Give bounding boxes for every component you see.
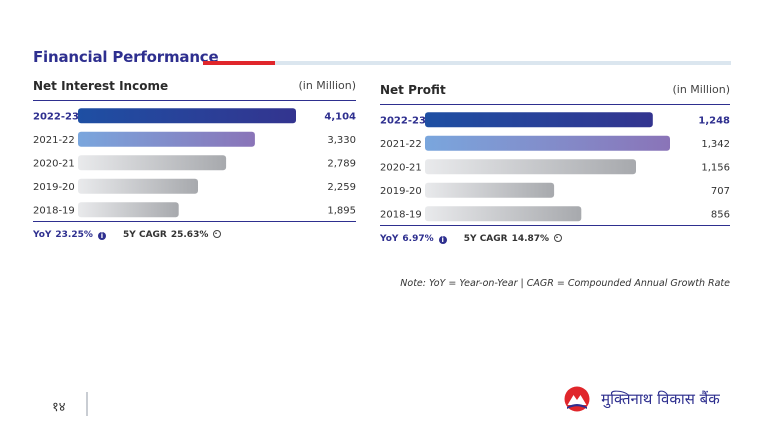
np-header-rule [380, 104, 730, 105]
nii-category-label: 2022-23 [33, 111, 79, 122]
nii-value-label: 4,104 [324, 111, 356, 122]
nii-value-label: 2,789 [327, 158, 356, 169]
np-bar [425, 135, 670, 151]
title-underline-rule [275, 61, 731, 65]
np-cagr-value: 14.87% [511, 234, 550, 244]
np-stats: YoY 6.97% i 5Y CAGR 14.87% [380, 234, 563, 244]
nii-title: Net Interest Income [33, 79, 169, 93]
nii-value-label: 2,259 [327, 182, 356, 193]
nii-unit: (in Million) [298, 79, 356, 92]
nii-header-rule [33, 100, 356, 101]
np-bar [425, 112, 653, 128]
np-title: Net Profit [380, 83, 446, 97]
np-category-label: 2018-19 [380, 209, 422, 220]
np-category-label: 2022-23 [380, 115, 426, 126]
np-footer-rule [380, 225, 730, 226]
page-number: १४ [52, 400, 66, 415]
nii-bar [78, 155, 227, 171]
page-title: Financial Performance [33, 48, 219, 66]
np-value-label: 1,156 [701, 162, 730, 173]
np-unit: (in Million) [672, 83, 730, 96]
np-bar-chart: 2022-23 1,248 2021-22 1,342 2020-21 1,156 2019… [380, 112, 730, 222]
nii-bar [78, 108, 296, 124]
info-icon: i [97, 232, 106, 240]
nii-bar [78, 178, 198, 194]
nii-bar [78, 131, 255, 147]
page-number-divider [86, 392, 88, 416]
np-yoy-label: YoY [380, 234, 399, 244]
up-arrow-icon [554, 234, 563, 242]
nii-stats: YoY 23.25% i 5Y CAGR 25.63% [33, 230, 222, 240]
brand-name: मुक्तिनाथ विकास बैंक [601, 390, 720, 408]
nii-bar-chart: 2022-23 4,104 2021-22 3,330 2020-21 2,789 2019… [33, 108, 356, 218]
nii-cagr-value: 25.63% [170, 230, 209, 240]
nii-category-label: 2021-22 [33, 135, 75, 146]
footnote: Note: YoY = Year-on-Year | CAGR = Compou… [400, 278, 730, 289]
np-panel-header: Net Profit (in Million) [380, 83, 730, 103]
np-panel: Net Profit (in Million) 2022-23 1,248 2021… [380, 83, 730, 249]
nii-value-label: 3,330 [327, 135, 356, 146]
np-bar [425, 206, 582, 222]
np-value-label: 1,248 [698, 115, 730, 126]
up-arrow-icon [213, 230, 222, 238]
np-category-label: 2021-22 [380, 139, 422, 150]
np-category-label: 2019-20 [380, 186, 422, 197]
np-category-label: 2020-21 [380, 162, 422, 173]
nii-value-label: 1,895 [327, 205, 356, 216]
nii-category-label: 2019-20 [33, 182, 75, 193]
np-bar [425, 159, 636, 175]
np-bar [425, 182, 555, 198]
nii-cagr-label: 5Y CAGR [123, 230, 167, 240]
title-underline-accent [203, 61, 275, 65]
nii-yoy-value: 23.25% [55, 230, 93, 240]
nii-panel: Net Interest Income (in Million) 2022-23… [33, 79, 356, 245]
info-icon: i [438, 236, 447, 244]
np-cagr-label: 5Y CAGR [463, 234, 508, 244]
np-value-label: 707 [711, 186, 730, 197]
muktinath-mountain-logo-icon [564, 386, 590, 412]
brand: मुक्तिनाथ विकास बैंक [564, 386, 720, 416]
nii-footer-rule [33, 221, 356, 222]
nii-category-label: 2020-21 [33, 158, 75, 169]
np-value-label: 1,342 [701, 139, 730, 150]
np-yoy-value: 6.97% [402, 234, 434, 244]
np-value-label: 856 [711, 209, 730, 220]
nii-category-label: 2018-19 [33, 205, 75, 216]
nii-bar [78, 202, 179, 218]
nii-yoy-label: YoY [33, 230, 52, 240]
nii-panel-header: Net Interest Income (in Million) [33, 79, 356, 99]
